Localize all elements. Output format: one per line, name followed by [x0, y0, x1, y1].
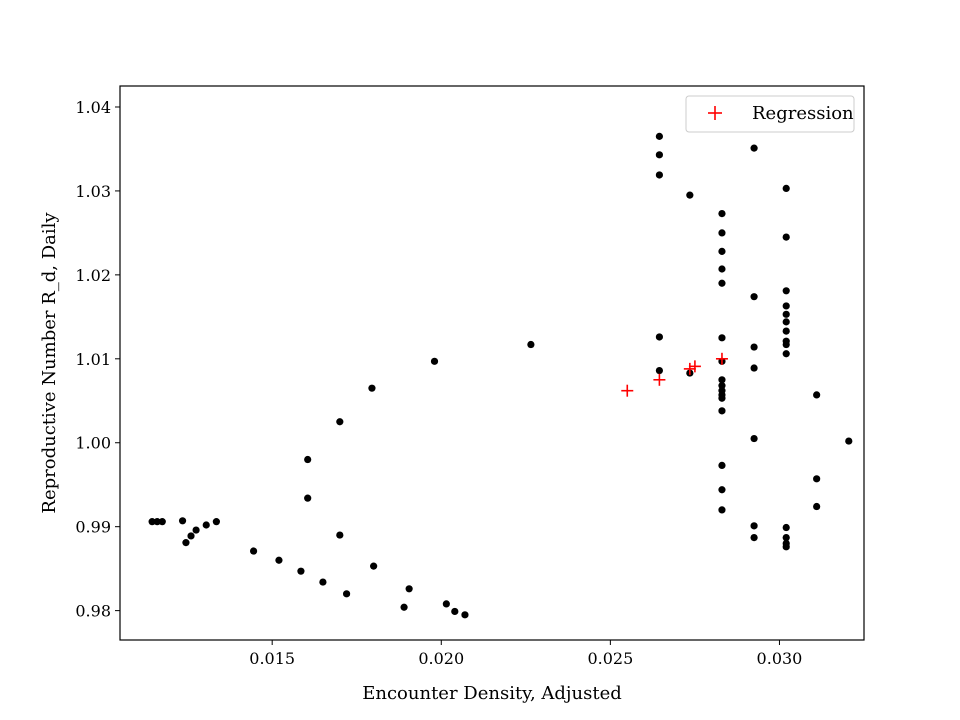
y-tick-label: 0.99: [75, 518, 111, 537]
y-tick-label: 1.02: [75, 266, 111, 285]
data-point: [750, 533, 758, 542]
data-point: [178, 517, 187, 525]
data-point: [750, 144, 758, 152]
data-point: [813, 475, 821, 483]
data-point: [304, 455, 312, 464]
data-point: [342, 590, 351, 598]
x-axis-ticks: 0.015 0.020 0.025 0.030: [249, 640, 802, 668]
data-point: [336, 418, 344, 426]
regression-point: [621, 384, 634, 397]
data-point: [368, 384, 376, 392]
y-axis-label: Reproductive Number R_d, Daily: [39, 212, 60, 514]
data-point: [158, 518, 166, 526]
data-point: [813, 391, 821, 399]
x-axis-label: Encounter Density, Adjusted: [362, 683, 622, 704]
data-point: [148, 518, 156, 526]
y-axis-ticks: 0.98 0.99 1.00 1.01 1.02 1.03 1.04: [75, 98, 120, 621]
x-tick-label: 0.025: [587, 649, 633, 668]
data-point: [782, 533, 790, 542]
data-point: [655, 132, 664, 140]
data-point: [718, 376, 726, 384]
data-point: [718, 265, 726, 273]
data-point: [718, 382, 726, 390]
data-point: [782, 523, 790, 532]
data-point: [461, 611, 469, 619]
data-point: [442, 600, 450, 608]
data-point: [750, 343, 758, 351]
data-point: [750, 522, 758, 530]
legend: Regression: [685, 95, 855, 133]
data-point: [451, 607, 459, 616]
data-points: [148, 95, 853, 619]
data-point: [430, 357, 439, 365]
legend-marker-regression: [708, 106, 722, 120]
data-point: [370, 562, 378, 570]
data-point: [718, 394, 726, 402]
y-tick-label: 0.98: [75, 602, 111, 621]
regression-point: [683, 362, 696, 375]
data-point: [845, 437, 853, 445]
data-point: [527, 340, 535, 349]
y-tick-label: 1.01: [75, 350, 111, 369]
data-point: [212, 518, 220, 526]
data-point: [655, 366, 664, 375]
data-point: [153, 518, 161, 526]
data-point: [782, 184, 790, 193]
data-point: [319, 578, 327, 586]
data-point: [405, 585, 413, 593]
data-point: [192, 526, 200, 534]
x-tick-label: 0.015: [249, 649, 295, 668]
data-point: [718, 407, 726, 415]
plot-area: [119, 85, 865, 641]
data-point: [782, 318, 790, 326]
data-point: [718, 247, 726, 255]
data-point: [750, 434, 758, 443]
data-point: [400, 603, 408, 611]
data-point: [813, 502, 821, 511]
data-point: [750, 293, 758, 301]
data-point: [655, 151, 664, 159]
y-tick-label: 1.03: [75, 182, 111, 201]
data-point: [782, 287, 790, 295]
data-point: [187, 532, 195, 540]
data-point: [718, 334, 726, 342]
data-point: [718, 229, 726, 237]
legend-label-regression: Regression: [752, 103, 854, 124]
data-point: [782, 340, 790, 349]
y-tick-label: 1.00: [75, 434, 111, 453]
data-point: [686, 191, 694, 199]
data-point: [782, 543, 790, 551]
regression-point: [715, 352, 728, 365]
data-point: [249, 547, 258, 555]
data-point: [718, 461, 726, 470]
data-point: [304, 494, 312, 502]
data-point: [782, 350, 790, 358]
data-point: [275, 556, 283, 564]
data-point: [655, 333, 664, 341]
x-tick-label: 0.030: [757, 649, 803, 668]
data-point: [718, 506, 726, 514]
legend-box: [685, 95, 855, 133]
data-point: [750, 364, 758, 372]
data-point: [718, 279, 726, 287]
data-point: [782, 327, 790, 335]
x-tick-label: 0.020: [418, 649, 464, 668]
regression-point: [653, 373, 666, 386]
data-point: [297, 567, 305, 575]
data-point: [718, 486, 726, 494]
y-tick-label: 1.04: [75, 98, 111, 117]
data-point: [336, 531, 344, 539]
data-point: [718, 209, 726, 218]
data-point: [782, 310, 790, 318]
data-point: [782, 233, 790, 241]
regression-point: [688, 360, 701, 373]
data-point: [182, 539, 190, 547]
data-point: [202, 521, 210, 529]
data-point: [655, 171, 664, 179]
data-point: [782, 302, 790, 310]
